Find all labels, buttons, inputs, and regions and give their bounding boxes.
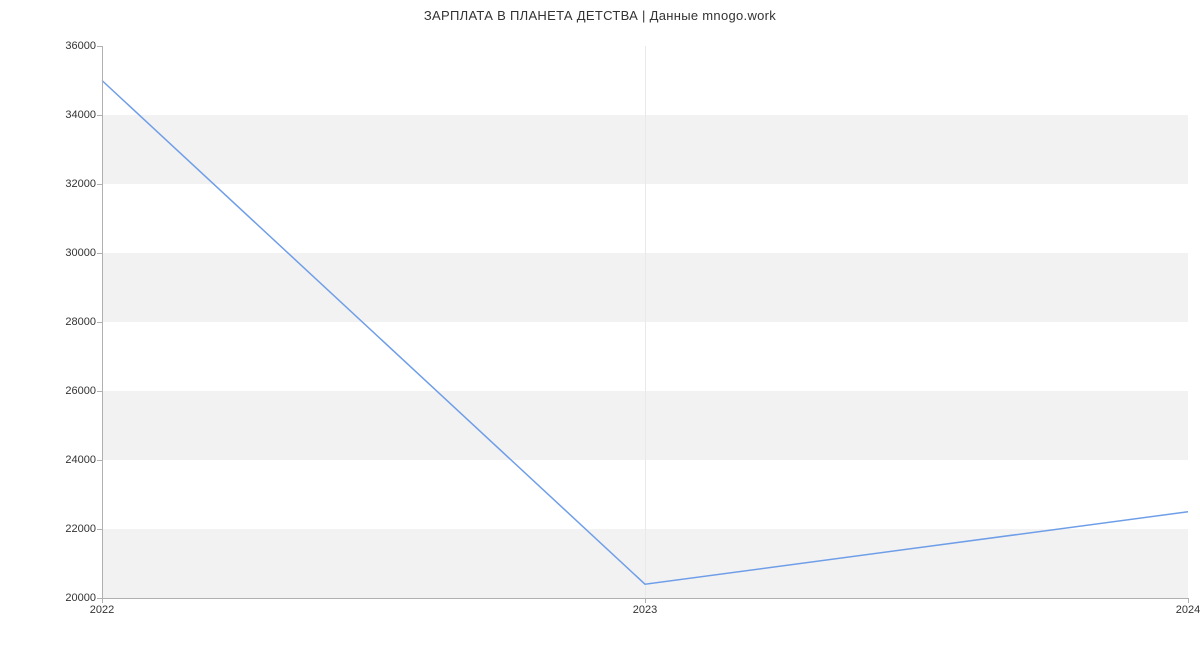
y-tick-label: 30000 xyxy=(65,247,96,259)
y-tick-label: 20000 xyxy=(65,592,96,604)
y-tick-mark xyxy=(97,529,102,530)
salary-line-chart: ЗАРПЛАТА В ПЛАНЕТА ДЕТСТВА | Данные mnog… xyxy=(0,0,1200,650)
x-tick-mark xyxy=(645,598,646,603)
plot-area: 2000022000240002600028000300003200034000… xyxy=(102,46,1188,598)
x-tick-label: 2024 xyxy=(1176,604,1200,616)
y-tick-mark xyxy=(97,115,102,116)
x-tick-mark xyxy=(1188,598,1189,603)
y-axis-line xyxy=(102,46,103,598)
y-tick-mark xyxy=(97,391,102,392)
y-tick-mark xyxy=(97,460,102,461)
y-tick-label: 26000 xyxy=(65,385,96,397)
y-tick-label: 34000 xyxy=(65,109,96,121)
x-tick-mark xyxy=(102,598,103,603)
salary-line xyxy=(102,81,1188,585)
y-tick-label: 22000 xyxy=(65,523,96,535)
y-tick-mark xyxy=(97,322,102,323)
y-tick-label: 28000 xyxy=(65,316,96,328)
y-tick-mark xyxy=(97,253,102,254)
x-tick-label: 2023 xyxy=(633,604,657,616)
y-tick-label: 32000 xyxy=(65,178,96,190)
y-tick-mark xyxy=(97,46,102,47)
y-tick-label: 24000 xyxy=(65,454,96,466)
y-tick-mark xyxy=(97,184,102,185)
chart-title: ЗАРПЛАТА В ПЛАНЕТА ДЕТСТВА | Данные mnog… xyxy=(0,8,1200,23)
x-tick-label: 2022 xyxy=(90,604,114,616)
y-tick-label: 36000 xyxy=(65,40,96,52)
line-series xyxy=(102,46,1188,598)
